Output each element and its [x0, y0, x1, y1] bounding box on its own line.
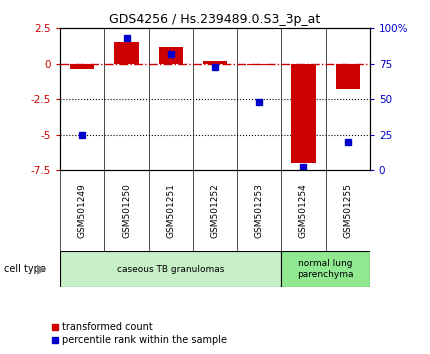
Text: ▶: ▶ [37, 263, 46, 275]
Bar [335, 64, 360, 89]
Text: GSM501251: GSM501251 [166, 183, 175, 238]
Text: GSM501254: GSM501254 [299, 183, 308, 238]
Bar [203, 61, 227, 64]
Bar [159, 47, 183, 64]
Text: caseous TB granulomas: caseous TB granulomas [117, 264, 224, 274]
Text: GSM501253: GSM501253 [255, 183, 264, 238]
Bar [291, 64, 316, 163]
Text: normal lung
parenchyma: normal lung parenchyma [297, 259, 354, 279]
Legend: transformed count, percentile rank within the sample: transformed count, percentile rank withi… [48, 319, 231, 349]
Text: cell type: cell type [4, 264, 46, 274]
Text: GSM501249: GSM501249 [78, 183, 87, 238]
Bar [60, 251, 281, 287]
Bar [281, 251, 370, 287]
Text: GSM501252: GSM501252 [211, 183, 219, 238]
Bar [70, 64, 95, 69]
Text: GSM501250: GSM501250 [122, 183, 131, 238]
Bar [247, 64, 271, 65]
Bar [114, 42, 139, 64]
Title: GDS4256 / Hs.239489.0.S3_3p_at: GDS4256 / Hs.239489.0.S3_3p_at [109, 13, 321, 26]
Text: GSM501255: GSM501255 [343, 183, 352, 238]
